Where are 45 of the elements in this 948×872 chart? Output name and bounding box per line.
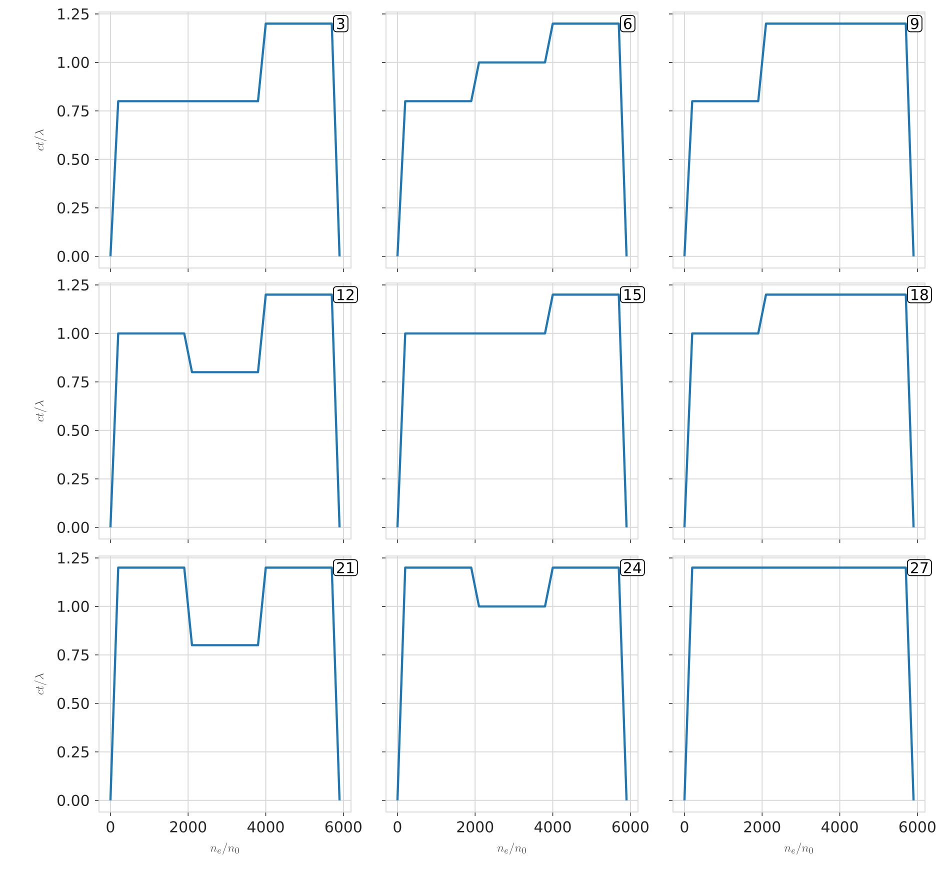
x-tick-label: 4000: [247, 821, 284, 832]
annotation: 6: [624, 18, 632, 30]
annotation: 12: [338, 289, 354, 300]
y-axis-title: $ct/\lambda$: [34, 673, 46, 694]
x-tick-label: 2000: [457, 821, 494, 832]
y-tick-label: 0.25: [58, 202, 89, 214]
x-tick-label: 2000: [170, 821, 206, 832]
x-tick-label: 6000: [325, 821, 362, 832]
y-tick-label: 1.25: [58, 279, 89, 291]
annotation: 3: [337, 18, 344, 30]
annotation: 24: [624, 562, 642, 574]
x-tick-label: 4000: [534, 821, 571, 832]
y-tick-label: 0.25: [58, 746, 89, 758]
annotation: 15: [624, 289, 641, 300]
y-axis-title: $ct/\lambda$: [34, 400, 46, 422]
x-tick-label: 0: [394, 821, 402, 832]
y-tick-label: 0.00: [58, 794, 89, 806]
y-axis-title: $ct/\lambda$: [34, 129, 46, 150]
y-tick-label: 0.25: [58, 473, 89, 485]
y-tick-label: 0.50: [58, 698, 89, 710]
x-tick-label: 0: [106, 821, 114, 832]
x-tick-label: 0: [680, 821, 688, 832]
annotation: 18: [912, 288, 928, 300]
y-tick-label: 1.25: [58, 552, 89, 564]
x-axis-title: $n_e/n_0$: [784, 842, 814, 855]
annotation: 27: [911, 562, 928, 574]
x-tick-label: 6000: [899, 821, 936, 832]
y-tick-label: 0.75: [58, 376, 89, 388]
y-tick-label: 0.50: [58, 154, 89, 166]
x-axis-title: $n_e/n_0$: [497, 842, 526, 855]
y-tick-label: 0.75: [58, 649, 89, 661]
y-tick-label: 1.00: [58, 328, 89, 340]
x-axis-title: $n_e/n_0$: [210, 842, 239, 855]
y-tick-label: 1.25: [58, 8, 89, 20]
y-tick-label: 1.00: [58, 600, 89, 612]
annotation: 21: [337, 562, 354, 574]
y-tick-label: 0.00: [58, 250, 89, 262]
y-tick-label: 1.00: [58, 56, 89, 68]
y-tick-label: 0.75: [58, 105, 89, 117]
annotation: 9: [910, 18, 918, 30]
x-tick-label: 6000: [612, 821, 648, 832]
x-tick-label: 4000: [821, 821, 858, 832]
y-tick-label: 0.50: [58, 424, 89, 436]
y-tick-label: 0.00: [58, 522, 89, 534]
x-tick-label: 2000: [744, 821, 780, 832]
